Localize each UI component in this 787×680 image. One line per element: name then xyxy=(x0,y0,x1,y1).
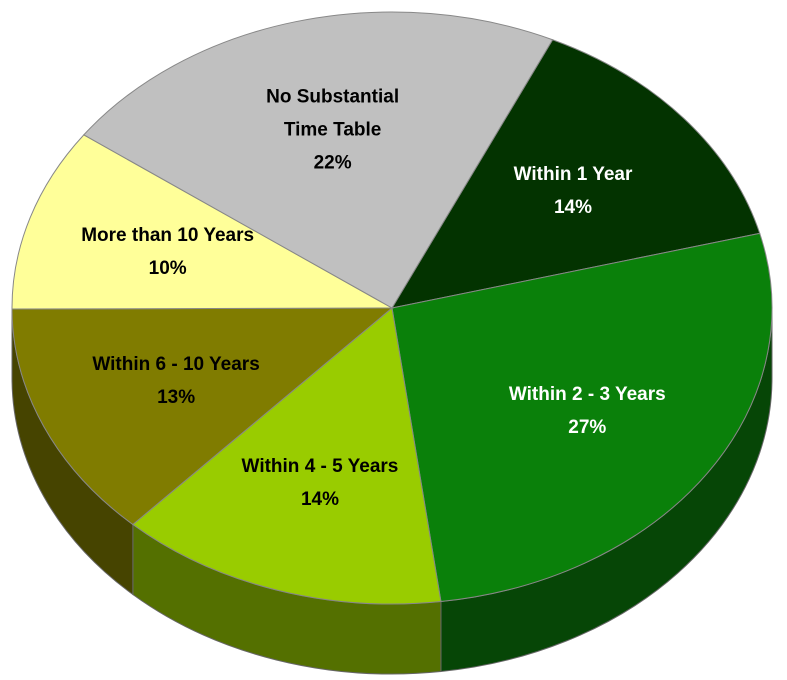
value-label: 27% xyxy=(568,416,607,438)
pie-slice xyxy=(132,307,442,605)
category-label: Within 2 - 3 Years xyxy=(508,383,666,405)
value-label: 14% xyxy=(553,196,593,218)
slice-label: Within 2 - 3 Years 27% xyxy=(497,378,677,444)
value-label: 22% xyxy=(313,152,352,174)
category-label: No Substantial Time Table xyxy=(266,86,400,141)
slice-label: Within 6 - 10 Years 13% xyxy=(86,348,266,414)
value-label: 10% xyxy=(148,257,187,279)
pie-slice xyxy=(390,39,761,309)
pie-slice xyxy=(11,307,394,526)
value-label: 13% xyxy=(157,387,196,409)
pie-slice xyxy=(391,232,773,603)
slice-label: No Substantial Time Table 22% xyxy=(243,81,423,180)
slice-label: More than 10 Years 10% xyxy=(78,219,258,285)
pie-slice xyxy=(11,134,394,310)
category-label: Within 1 Year xyxy=(513,163,633,185)
value-label: 14% xyxy=(300,488,339,510)
category-label: More than 10 Years xyxy=(81,224,255,246)
slice-label: Within 4 - 5 Years 14% xyxy=(230,450,410,516)
category-label: Within 4 - 5 Years xyxy=(241,455,399,477)
pie-slice xyxy=(82,11,554,309)
slice-label: Within 1 Year 14% xyxy=(483,158,663,224)
category-label: Within 6 - 10 Years xyxy=(92,354,260,376)
